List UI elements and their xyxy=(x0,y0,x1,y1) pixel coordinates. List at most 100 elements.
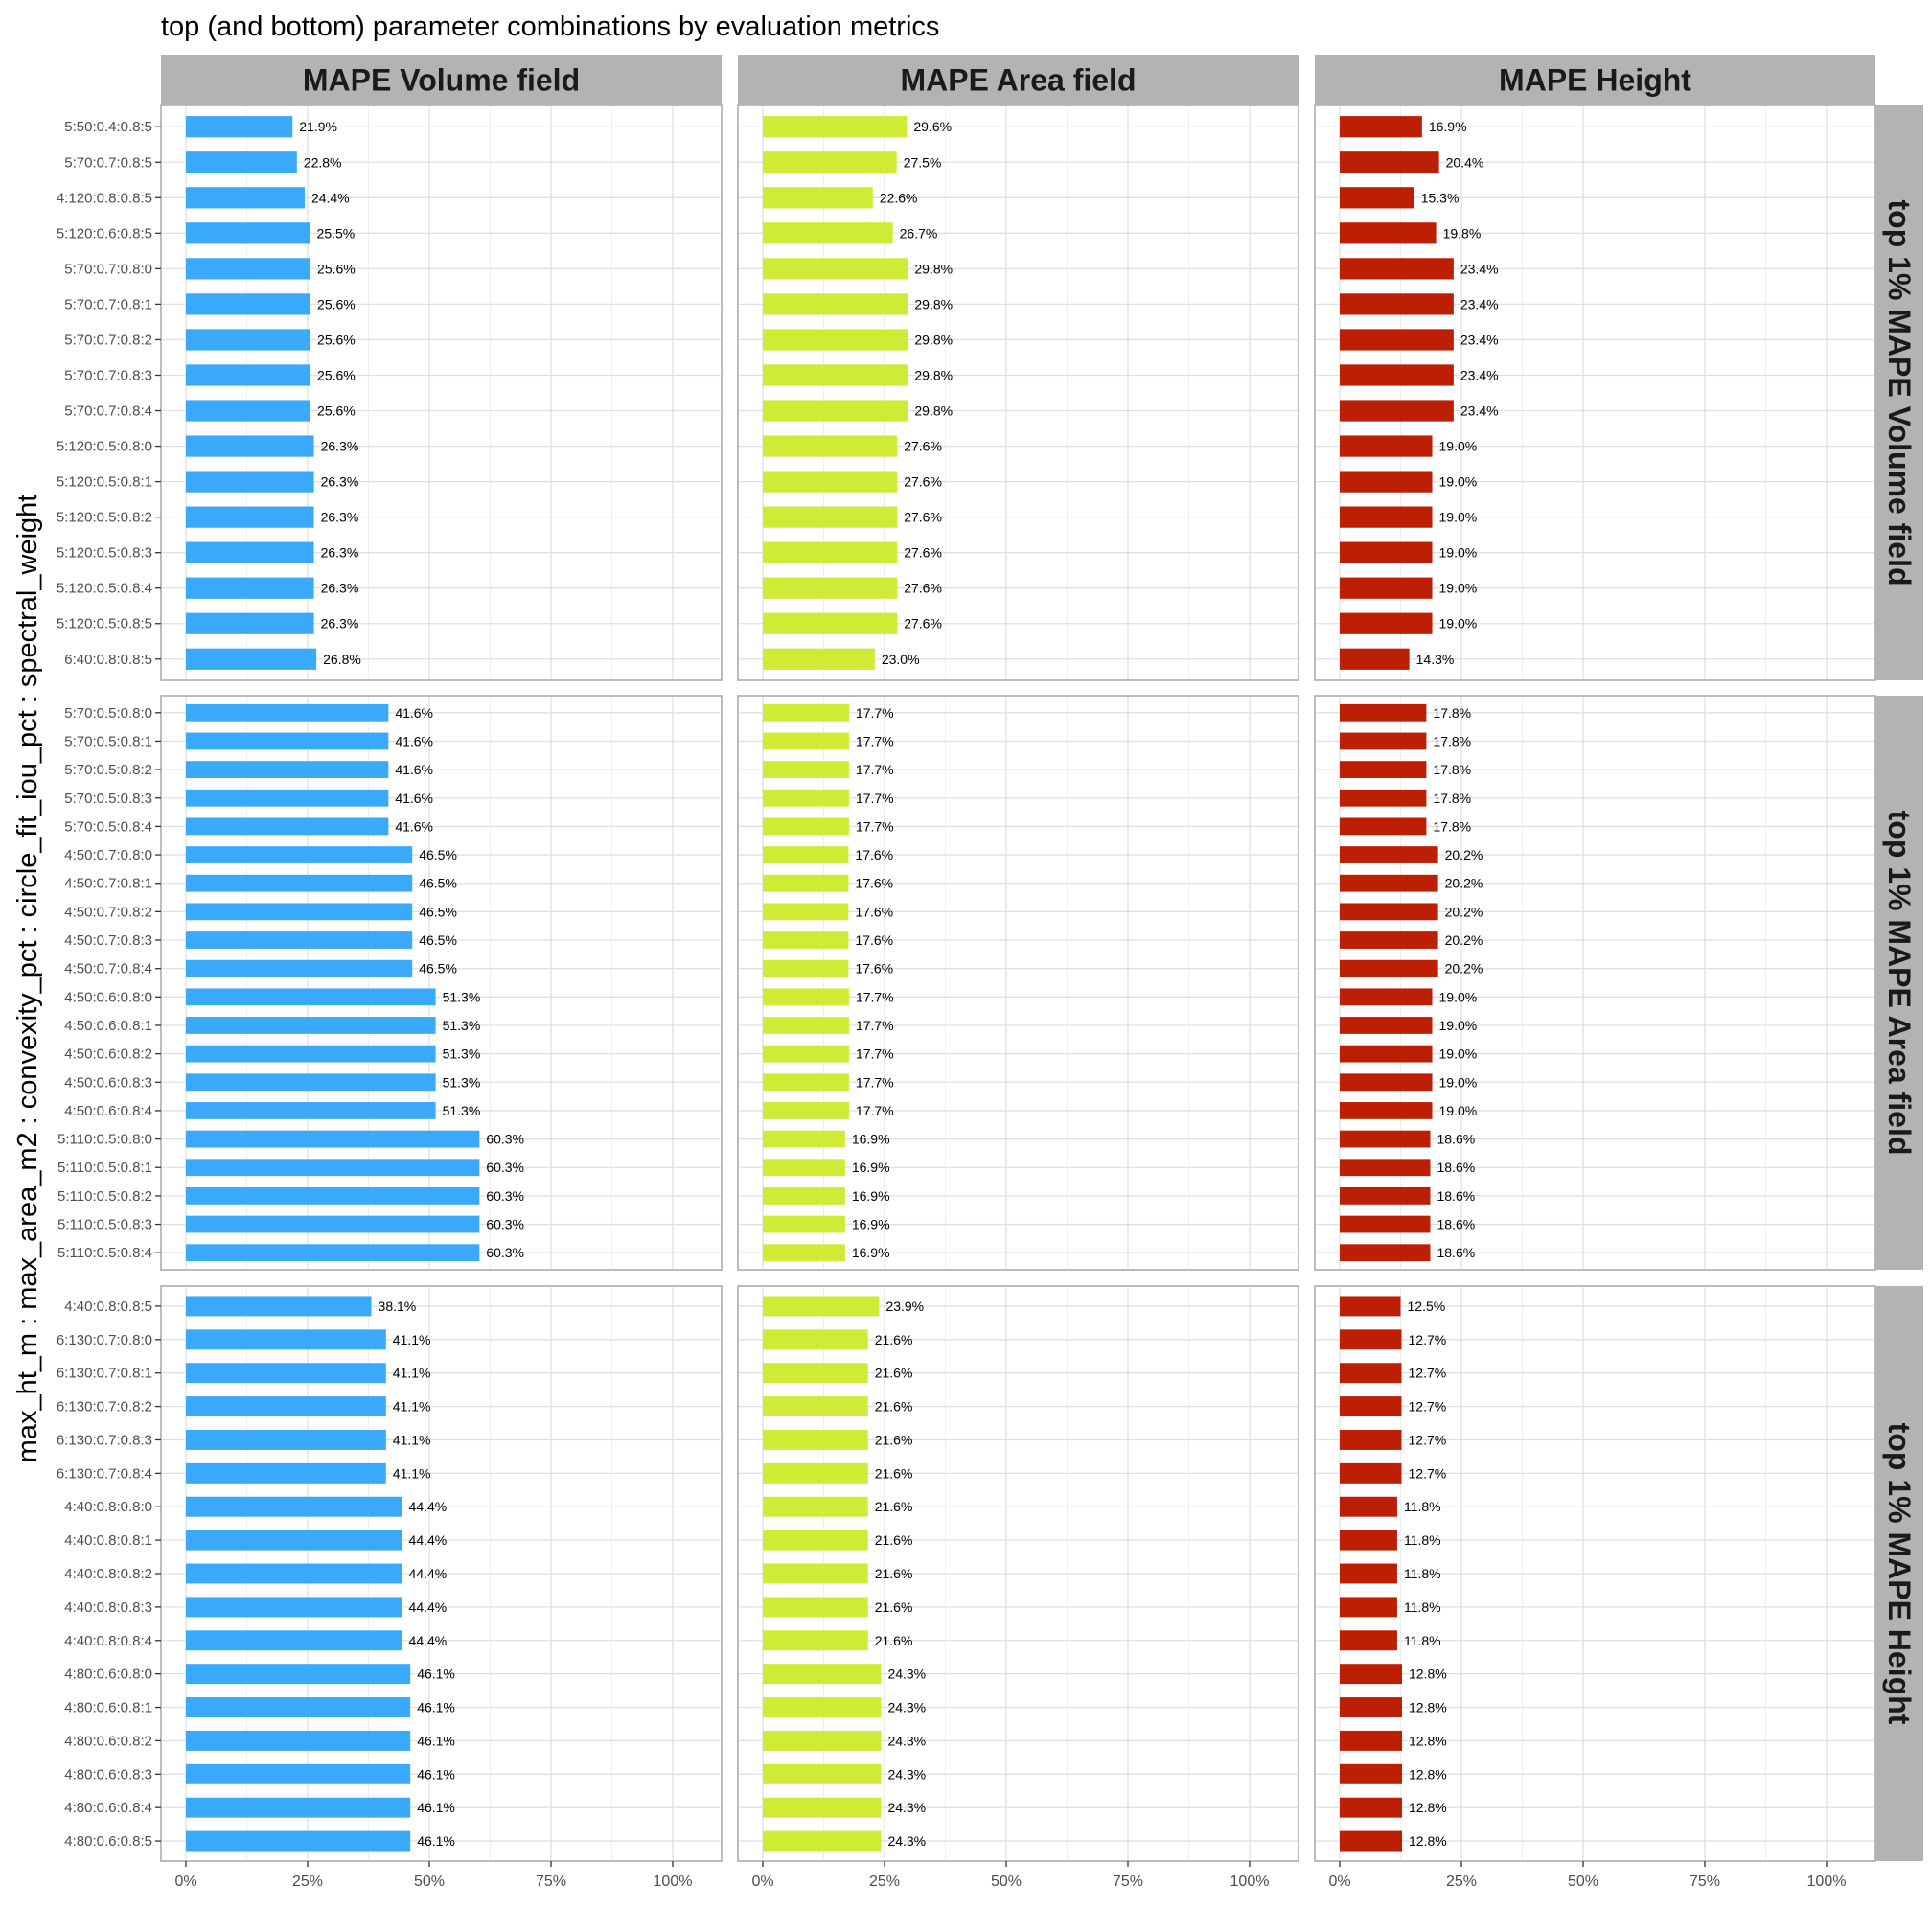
bar xyxy=(186,577,314,599)
bar-data-label: 21.6% xyxy=(875,1465,913,1481)
bar xyxy=(763,1830,882,1852)
row-strip xyxy=(1875,696,1923,1270)
bar-data-label: 23.4% xyxy=(1460,403,1499,419)
y-tick-label: 5:70:0.7:0.8:5 xyxy=(64,154,152,171)
y-tick-label: 4:80:0.6:0.8:5 xyxy=(64,1833,152,1850)
bar xyxy=(763,1496,868,1517)
bar-data-label: 27.6% xyxy=(904,474,942,490)
bar xyxy=(1340,1563,1397,1584)
bar-data-label: 46.5% xyxy=(419,847,457,862)
bar-data-label: 19.0% xyxy=(1439,1018,1478,1033)
y-tick-label: 4:50:0.6:0.8:4 xyxy=(64,1103,152,1119)
bar-data-label: 19.0% xyxy=(1439,581,1478,596)
bar xyxy=(763,1563,868,1584)
bar xyxy=(763,222,893,244)
bar-data-label: 23.0% xyxy=(882,652,920,667)
bar xyxy=(186,874,413,892)
bar xyxy=(186,1697,411,1717)
bar xyxy=(763,1530,868,1551)
y-tick-label: 5:120:0.5:0.8:0 xyxy=(57,439,152,455)
bar-data-label: 17.7% xyxy=(856,1103,894,1118)
bar xyxy=(186,1363,386,1384)
bar-data-label: 25.6% xyxy=(317,403,356,419)
bar xyxy=(186,258,311,280)
bar xyxy=(1340,1396,1402,1417)
bar xyxy=(186,364,311,386)
bar-data-label: 25.5% xyxy=(317,225,356,241)
y-tick-label: 4:50:0.7:0.8:4 xyxy=(64,961,152,978)
y-tick-label: 6:130:0.7:0.8:2 xyxy=(57,1399,152,1415)
bar-data-label: 17.8% xyxy=(1433,818,1471,834)
bar-data-label: 41.1% xyxy=(393,1332,431,1347)
bar xyxy=(1340,1017,1433,1034)
bar xyxy=(763,1045,849,1063)
y-tick-label: 4:50:0.6:0.8:1 xyxy=(64,1018,152,1034)
y-tick-label: 5:110:0.5:0.8:0 xyxy=(58,1132,152,1148)
y-tick-label: 4:40:0.8:0.8:1 xyxy=(64,1532,152,1549)
row-strip-label: top 1% MAPE Volume field xyxy=(1882,200,1917,586)
bar-data-label: 46.1% xyxy=(417,1733,455,1748)
panel-border xyxy=(1314,695,1876,1271)
bar-data-label: 23.4% xyxy=(1460,261,1499,276)
bar xyxy=(186,1045,436,1063)
y-tick-label: 4:80:0.6:0.8:3 xyxy=(64,1766,152,1782)
bar-data-label: 16.9% xyxy=(852,1217,890,1232)
bar-data-label: 17.7% xyxy=(856,1018,894,1033)
bar xyxy=(763,817,849,836)
x-tick-label: 50% xyxy=(1568,1874,1598,1890)
y-tick-label: 5:70:0.5:0.8:4 xyxy=(64,818,152,835)
bar-data-label: 29.8% xyxy=(914,403,953,419)
x-tick-label: 75% xyxy=(1690,1874,1720,1890)
bar-data-label: 17.6% xyxy=(855,847,893,862)
bar xyxy=(186,329,311,351)
y-tick-label: 5:70:0.7:0.8:1 xyxy=(64,296,152,312)
bar-data-label: 12.8% xyxy=(1409,1667,1447,1682)
bar-data-label: 17.8% xyxy=(1433,791,1471,806)
bar-data-label: 12.7% xyxy=(1409,1332,1447,1347)
bar-data-label: 12.8% xyxy=(1409,1766,1447,1782)
x-tick-label: 25% xyxy=(1446,1874,1477,1890)
x-tick-label: 0% xyxy=(1328,1874,1350,1890)
y-tick-label: 4:40:0.8:0.8:2 xyxy=(64,1566,152,1582)
bar xyxy=(186,988,436,1006)
bar xyxy=(186,1730,411,1751)
bar-data-label: 25.6% xyxy=(317,296,356,311)
bar xyxy=(763,1797,882,1818)
bar xyxy=(1340,1296,1401,1317)
y-tick-label: 4:50:0.7:0.8:1 xyxy=(64,876,152,892)
bar-data-label: 24.4% xyxy=(311,190,350,205)
bar-data-label: 17.7% xyxy=(856,791,894,806)
y-tick-label: 4:50:0.7:0.8:0 xyxy=(64,847,152,863)
y-tick-label: 4:40:0.8:0.8:3 xyxy=(64,1599,152,1616)
bar-data-label: 21.6% xyxy=(875,1432,913,1447)
bar xyxy=(186,293,311,315)
bar-data-label: 12.8% xyxy=(1409,1833,1447,1849)
bar-data-label: 41.6% xyxy=(395,705,433,721)
bar-data-label: 21.6% xyxy=(875,1332,913,1347)
x-tick-label: 75% xyxy=(536,1874,566,1890)
bar-data-label: 51.3% xyxy=(443,1103,481,1118)
bar-data-label: 19.0% xyxy=(1439,989,1478,1004)
panel-border xyxy=(160,695,723,1271)
y-tick-label: 4:80:0.6:0.8:2 xyxy=(64,1733,152,1749)
bar xyxy=(763,903,849,921)
bar-data-label: 60.3% xyxy=(486,1217,524,1232)
bar-data-label: 27.6% xyxy=(904,439,942,454)
bar xyxy=(763,1102,849,1119)
panel-border xyxy=(1314,104,1876,681)
bar-data-label: 18.6% xyxy=(1437,1217,1475,1232)
bar-data-label: 11.8% xyxy=(1404,1499,1441,1514)
x-tick-label: 0% xyxy=(174,1874,196,1890)
y-axis-title: max_ht_m : max_area_m2 : convexity_pct :… xyxy=(12,494,43,1463)
bar xyxy=(763,1630,868,1651)
y-tick-label: 5:110:0.5:0.8:2 xyxy=(58,1188,152,1205)
bar-data-label: 27.6% xyxy=(904,545,942,561)
panel-border xyxy=(737,695,1300,1271)
bar xyxy=(1340,1363,1402,1384)
bar-data-label: 11.8% xyxy=(1404,1599,1441,1615)
bar xyxy=(763,1363,868,1384)
bar xyxy=(1340,506,1433,528)
bar-data-label: 23.9% xyxy=(886,1299,924,1314)
bar xyxy=(763,1017,849,1034)
bar-data-label: 26.3% xyxy=(321,439,359,454)
